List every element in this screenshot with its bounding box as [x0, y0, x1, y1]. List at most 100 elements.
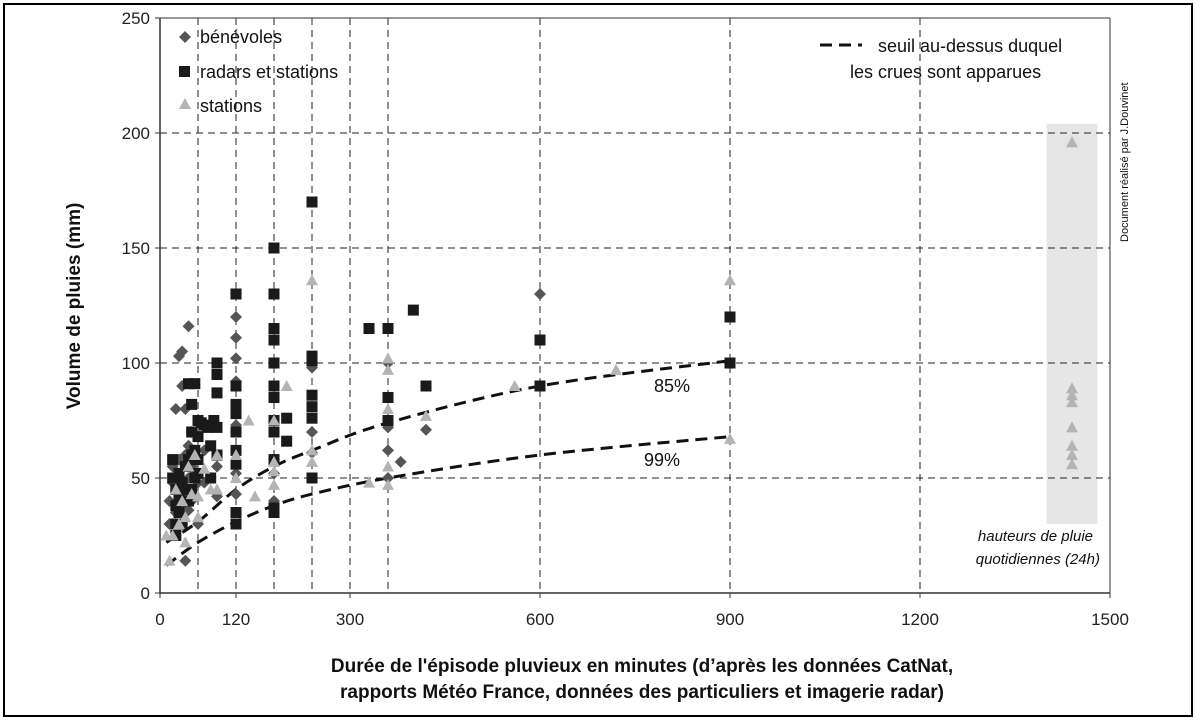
point-stations — [280, 380, 293, 391]
point-radars-stations — [230, 518, 242, 530]
point-radars-stations — [173, 490, 185, 502]
legend-square-marker — [179, 66, 190, 77]
point-radars-stations — [268, 323, 280, 334]
point-benevoles — [211, 460, 223, 473]
point-radars-stations — [211, 421, 223, 433]
point-stations — [382, 352, 394, 364]
point-benevoles — [306, 426, 318, 438]
point-stations — [1066, 382, 1078, 394]
x-tick-label: 300 — [336, 610, 364, 629]
point-stations — [268, 414, 280, 426]
point-radars-stations — [208, 415, 220, 426]
point-radars-stations — [534, 334, 546, 346]
point-stations — [363, 476, 375, 488]
point-radars-stations — [230, 408, 242, 420]
point-radars-stations — [281, 412, 293, 424]
point-radars-stations — [268, 507, 280, 518]
y-axis-title: Volume de pluies (mm) — [64, 203, 85, 410]
point-radars-stations — [268, 357, 280, 369]
legend-label-benevoles: bénévoles — [200, 27, 282, 47]
point-radars-stations — [202, 421, 213, 433]
point-stations — [163, 554, 176, 566]
point-radars-stations — [268, 288, 280, 300]
point-radars-stations — [306, 401, 318, 413]
point-radars-stations — [186, 398, 198, 410]
legend-triangle-marker — [179, 98, 191, 109]
point-radars-stations — [420, 380, 432, 392]
point-radars-stations — [407, 304, 419, 316]
point-stations — [188, 449, 201, 460]
point-stations — [724, 274, 736, 286]
point-radars-stations — [230, 288, 242, 300]
point-radars-stations — [167, 472, 179, 484]
point-radars-stations — [211, 387, 223, 399]
point-benevoles — [394, 455, 407, 468]
point-radars-stations — [268, 426, 280, 438]
point-radars-stations — [167, 454, 179, 466]
point-stations — [176, 495, 189, 506]
x-tick-label: 0 — [155, 610, 164, 629]
point-radars-stations — [205, 472, 217, 484]
point-radars-stations — [306, 355, 318, 367]
point-radars-stations — [724, 357, 736, 369]
x-axis-title-line2: rapports Météo France, données des parti… — [340, 682, 944, 703]
point-stations — [242, 414, 255, 426]
point-radars-stations — [179, 484, 191, 495]
point-stations — [268, 465, 280, 477]
point-radars-stations — [230, 426, 242, 438]
point-radars-stations — [176, 477, 188, 489]
credit-text: Document réalisé par J.Douvinet — [1119, 82, 1131, 242]
point-radars-stations — [211, 357, 223, 369]
point-stations — [382, 403, 394, 414]
point-stations — [724, 432, 736, 444]
point-stations — [173, 518, 185, 529]
point-stations — [1066, 389, 1078, 401]
chart-frame — [3, 3, 1193, 717]
legend-diamond-marker — [179, 31, 191, 43]
point-stations — [179, 536, 192, 548]
point-radars-stations — [170, 500, 182, 512]
point-stations — [211, 449, 223, 460]
point-stations — [179, 511, 192, 523]
point-benevoles — [534, 288, 546, 300]
point-radars-stations — [306, 196, 318, 208]
point-stations — [382, 478, 394, 490]
legend: bénévoles radars et stations stations — [179, 27, 338, 116]
point-stations — [169, 483, 182, 495]
x-tick-label: 900 — [716, 610, 744, 629]
curve-label-99: 99% — [644, 450, 680, 470]
point-benevoles — [230, 331, 242, 344]
point-stations — [1066, 136, 1078, 148]
point-stations — [166, 529, 179, 541]
x-axis-title-line1: Durée de l'épisode pluvieux en minutes (… — [331, 656, 953, 677]
point-radars-stations — [534, 380, 546, 392]
point-stations — [268, 455, 280, 467]
point-stations — [230, 449, 242, 460]
point-benevoles — [230, 311, 242, 323]
point-radars-stations — [382, 392, 394, 403]
threshold-legend: seuil au-dessus duquel les crues sont ap… — [820, 36, 1062, 82]
point-stations — [230, 472, 242, 483]
point-radars-stations — [173, 507, 185, 518]
threshold-curve-99 — [165, 435, 731, 567]
point-radars-stations — [173, 467, 185, 479]
point-radars-stations — [183, 378, 194, 390]
point-benevoles — [179, 554, 192, 567]
point-radars-stations — [205, 440, 217, 452]
point-stations — [1066, 396, 1078, 408]
point-radars-stations — [268, 242, 280, 254]
y-tick-label: 100 — [122, 354, 150, 373]
threshold-legend-line2: les crues sont apparues — [850, 62, 1041, 82]
y-tick-label: 50 — [131, 469, 150, 488]
point-stations — [382, 460, 394, 472]
point-radars-stations — [306, 389, 318, 401]
point-stations — [192, 511, 204, 523]
point-radars-stations — [192, 467, 204, 479]
legend-label-stations: stations — [200, 96, 262, 116]
point-radars-stations — [724, 311, 736, 323]
y-tick-label: 200 — [122, 124, 150, 143]
threshold-legend-line1: seuil au-dessus duquel — [878, 36, 1062, 56]
point-radars-stations — [268, 334, 280, 346]
point-stations — [420, 409, 432, 421]
